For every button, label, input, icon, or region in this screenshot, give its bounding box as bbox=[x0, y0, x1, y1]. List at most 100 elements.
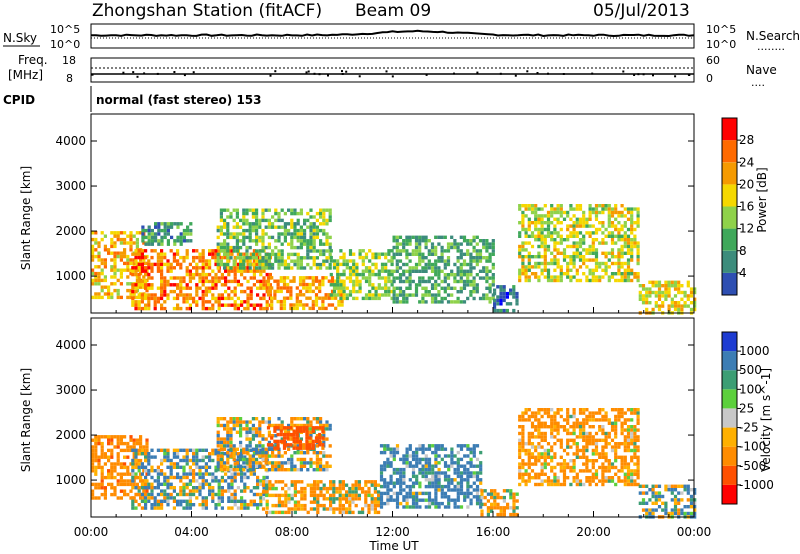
echo-cell bbox=[434, 293, 438, 297]
echo-cell bbox=[144, 255, 148, 260]
echo-cell bbox=[245, 430, 249, 434]
echo-cell bbox=[345, 510, 349, 515]
echo-cell bbox=[214, 249, 218, 253]
echo-cell bbox=[156, 259, 160, 263]
echo-cell bbox=[224, 296, 228, 301]
echo-cell bbox=[119, 241, 123, 245]
echo-cell bbox=[261, 228, 265, 233]
echo-cell bbox=[313, 490, 317, 494]
echo-cell bbox=[192, 489, 196, 493]
echo-cell bbox=[488, 245, 492, 250]
echo-cell bbox=[280, 461, 284, 465]
echo-cell bbox=[399, 481, 403, 485]
echo-cell bbox=[636, 258, 640, 262]
echo-cell bbox=[582, 411, 586, 415]
echo-cell bbox=[264, 208, 268, 212]
echo-cell bbox=[601, 482, 605, 487]
echo-cell bbox=[569, 459, 573, 463]
echo-cell bbox=[453, 245, 457, 250]
echo-cell bbox=[354, 486, 358, 491]
echo-cell bbox=[107, 285, 111, 289]
echo-cell bbox=[572, 428, 576, 432]
echo-cell bbox=[328, 266, 332, 270]
echo-cell bbox=[261, 211, 265, 216]
echo-cell bbox=[572, 275, 576, 279]
echo-cell bbox=[493, 291, 497, 296]
echo-cell bbox=[329, 500, 333, 504]
echo-cell bbox=[521, 472, 525, 476]
echo-cell bbox=[566, 275, 570, 279]
echo-cell bbox=[374, 289, 378, 294]
echo-cell bbox=[298, 439, 303, 444]
echo-cell bbox=[314, 439, 319, 444]
echo-cell bbox=[290, 211, 294, 216]
echo-cell bbox=[252, 306, 256, 311]
echo-cell bbox=[201, 289, 205, 294]
echo-cell bbox=[176, 306, 180, 311]
echo-cell bbox=[223, 242, 227, 246]
echo-cell bbox=[550, 207, 554, 211]
echo-cell bbox=[411, 495, 416, 499]
echo-cell bbox=[527, 261, 531, 266]
echo-cell bbox=[271, 483, 275, 487]
echo-cell bbox=[188, 296, 192, 301]
echo-cell bbox=[204, 448, 208, 452]
echo-cell bbox=[233, 300, 237, 304]
echo-cell bbox=[395, 498, 400, 502]
echo-cell bbox=[399, 471, 403, 475]
echo-cell bbox=[530, 265, 535, 269]
echo-cell bbox=[290, 266, 294, 270]
echo-cell bbox=[582, 258, 586, 262]
echo-cell bbox=[113, 244, 117, 249]
echo-cell bbox=[402, 242, 406, 246]
echo-cell bbox=[540, 214, 544, 218]
echo-cell bbox=[217, 479, 221, 483]
echo-cell bbox=[334, 279, 338, 283]
echo-cell bbox=[131, 506, 135, 510]
echo-cell bbox=[446, 293, 451, 297]
echo-cell bbox=[550, 425, 554, 429]
echo-cell bbox=[515, 492, 519, 496]
echo-cell bbox=[379, 495, 384, 499]
echo-cell bbox=[279, 299, 283, 304]
echo-cell bbox=[405, 256, 409, 260]
echo-cell bbox=[623, 251, 627, 255]
echo-cell bbox=[398, 290, 403, 294]
echo-cell bbox=[424, 286, 428, 290]
echo-cell bbox=[537, 275, 541, 279]
echo-cell bbox=[219, 211, 223, 216]
echo-cell bbox=[141, 228, 145, 233]
echo-cell bbox=[283, 225, 287, 229]
echo-cell bbox=[219, 457, 223, 462]
echo-cell bbox=[620, 278, 624, 283]
echo-cell bbox=[367, 503, 371, 508]
echo-cell bbox=[527, 251, 531, 255]
echo-cell bbox=[537, 238, 541, 242]
echo-cell bbox=[226, 259, 230, 263]
echo-cell bbox=[408, 266, 412, 270]
echo-cell bbox=[179, 458, 183, 463]
echo-cell bbox=[364, 266, 369, 270]
echo-cell bbox=[411, 457, 416, 462]
echo-cell bbox=[256, 492, 260, 497]
echo-cell bbox=[667, 304, 671, 308]
echo-cell bbox=[267, 245, 271, 250]
echo-cell bbox=[537, 431, 541, 436]
echo-cell bbox=[534, 472, 538, 476]
echo-cell bbox=[450, 488, 454, 492]
echo-cell bbox=[466, 273, 470, 277]
echo-cell bbox=[418, 249, 422, 253]
echo-cell bbox=[280, 225, 284, 229]
echo-cell bbox=[427, 293, 431, 297]
echo-cell bbox=[208, 482, 212, 486]
echo-cell bbox=[298, 289, 303, 294]
echo-cell bbox=[490, 502, 494, 507]
echo-cell bbox=[482, 269, 486, 273]
echo-cell bbox=[553, 238, 557, 242]
echo-cell bbox=[328, 454, 332, 458]
echo-cell bbox=[153, 506, 157, 510]
echo-cell bbox=[641, 297, 646, 301]
echo-cell bbox=[145, 441, 149, 446]
echo-cell bbox=[667, 280, 671, 284]
echo-cell bbox=[693, 297, 697, 301]
